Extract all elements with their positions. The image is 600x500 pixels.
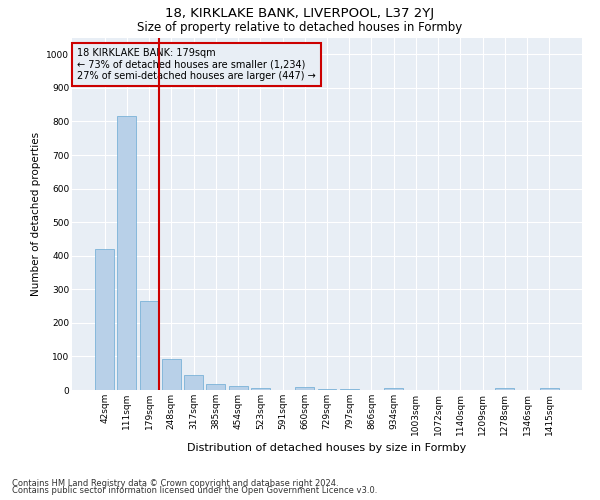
Bar — [340, 388, 359, 390]
Text: 18 KIRKLAKE BANK: 179sqm
← 73% of detached houses are smaller (1,234)
27% of sem: 18 KIRKLAKE BANK: 179sqm ← 73% of detach… — [77, 48, 316, 82]
Bar — [229, 386, 248, 390]
Bar — [384, 388, 403, 390]
Bar — [95, 249, 114, 390]
Bar — [317, 388, 337, 390]
Bar — [540, 388, 559, 390]
Bar — [206, 384, 225, 390]
Bar — [118, 116, 136, 390]
Bar — [496, 388, 514, 390]
Bar — [162, 359, 181, 390]
Y-axis label: Number of detached properties: Number of detached properties — [31, 132, 41, 296]
X-axis label: Distribution of detached houses by size in Formby: Distribution of detached houses by size … — [187, 443, 467, 453]
Text: Size of property relative to detached houses in Formby: Size of property relative to detached ho… — [137, 21, 463, 34]
Bar — [251, 388, 270, 390]
Bar — [184, 375, 203, 390]
Bar — [140, 301, 158, 390]
Text: Contains public sector information licensed under the Open Government Licence v3: Contains public sector information licen… — [12, 486, 377, 495]
Text: Contains HM Land Registry data © Crown copyright and database right 2024.: Contains HM Land Registry data © Crown c… — [12, 478, 338, 488]
Bar — [295, 386, 314, 390]
Text: 18, KIRKLAKE BANK, LIVERPOOL, L37 2YJ: 18, KIRKLAKE BANK, LIVERPOOL, L37 2YJ — [166, 8, 434, 20]
